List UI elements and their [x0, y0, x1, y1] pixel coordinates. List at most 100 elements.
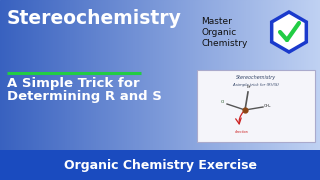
- Bar: [16, 0, 18, 180]
- Bar: [222, 0, 223, 180]
- Bar: [182, 0, 184, 180]
- Bar: [1, 0, 3, 180]
- Bar: [288, 0, 290, 180]
- Bar: [66, 0, 68, 180]
- Bar: [282, 0, 283, 180]
- Bar: [154, 0, 155, 180]
- Bar: [123, 0, 124, 180]
- Text: A Simple Trick for: A Simple Trick for: [7, 77, 140, 90]
- Bar: [166, 0, 168, 180]
- Bar: [317, 0, 318, 180]
- Bar: [221, 0, 222, 180]
- Bar: [80, 0, 82, 180]
- Bar: [261, 0, 263, 180]
- Bar: [252, 0, 253, 180]
- Bar: [234, 0, 235, 180]
- Bar: [138, 0, 139, 180]
- Bar: [263, 0, 265, 180]
- Bar: [58, 0, 59, 180]
- Bar: [76, 0, 77, 180]
- Bar: [269, 0, 270, 180]
- Bar: [159, 0, 161, 180]
- Bar: [188, 0, 189, 180]
- Bar: [102, 0, 104, 180]
- Bar: [294, 0, 296, 180]
- Bar: [112, 0, 114, 180]
- Bar: [297, 0, 298, 180]
- Bar: [204, 0, 205, 180]
- Bar: [35, 0, 37, 180]
- Bar: [219, 0, 220, 180]
- Bar: [202, 0, 203, 180]
- Bar: [172, 0, 173, 180]
- Bar: [110, 0, 111, 180]
- Bar: [9, 0, 10, 180]
- Bar: [65, 0, 67, 180]
- Bar: [124, 0, 125, 180]
- Bar: [176, 0, 178, 180]
- Bar: [265, 0, 266, 180]
- Bar: [133, 0, 135, 180]
- Text: Stereochemistry: Stereochemistry: [7, 9, 182, 28]
- Bar: [146, 0, 148, 180]
- Bar: [27, 0, 28, 180]
- Bar: [116, 0, 118, 180]
- Bar: [100, 0, 102, 180]
- Bar: [59, 0, 60, 180]
- Bar: [220, 0, 221, 180]
- Bar: [239, 0, 241, 180]
- Bar: [215, 0, 217, 180]
- Text: CH₃: CH₃: [264, 104, 272, 108]
- Bar: [274, 0, 276, 180]
- Text: Cl: Cl: [221, 100, 225, 104]
- Bar: [260, 0, 262, 180]
- Bar: [114, 0, 116, 180]
- Bar: [61, 0, 62, 180]
- Bar: [17, 0, 19, 180]
- Bar: [13, 0, 14, 180]
- Bar: [214, 0, 216, 180]
- Bar: [32, 0, 34, 180]
- Bar: [91, 0, 92, 180]
- Bar: [237, 0, 238, 180]
- Bar: [195, 0, 197, 180]
- Bar: [122, 0, 123, 180]
- Bar: [12, 0, 13, 180]
- Bar: [257, 0, 259, 180]
- Bar: [307, 0, 309, 180]
- Bar: [278, 0, 280, 180]
- Bar: [132, 0, 134, 180]
- Bar: [242, 0, 244, 180]
- Bar: [318, 0, 319, 180]
- Bar: [128, 0, 130, 180]
- Bar: [73, 0, 74, 180]
- Bar: [43, 0, 44, 180]
- Bar: [94, 0, 95, 180]
- Bar: [255, 0, 257, 180]
- Bar: [54, 0, 56, 180]
- Bar: [34, 0, 36, 180]
- Bar: [207, 0, 209, 180]
- Bar: [308, 0, 310, 180]
- Bar: [82, 0, 84, 180]
- Bar: [75, 0, 76, 180]
- Bar: [134, 0, 136, 180]
- Bar: [243, 0, 245, 180]
- Bar: [2, 0, 4, 180]
- Bar: [175, 0, 177, 180]
- Bar: [22, 0, 24, 180]
- Bar: [284, 0, 285, 180]
- Bar: [0, 0, 2, 180]
- Bar: [249, 0, 250, 180]
- Bar: [203, 0, 204, 180]
- Bar: [84, 0, 86, 180]
- Bar: [21, 0, 23, 180]
- Bar: [142, 0, 143, 180]
- Bar: [162, 0, 164, 180]
- Bar: [103, 0, 105, 180]
- Bar: [92, 0, 93, 180]
- Bar: [28, 0, 29, 180]
- Bar: [74, 0, 75, 180]
- Bar: [193, 0, 195, 180]
- Bar: [5, 0, 7, 180]
